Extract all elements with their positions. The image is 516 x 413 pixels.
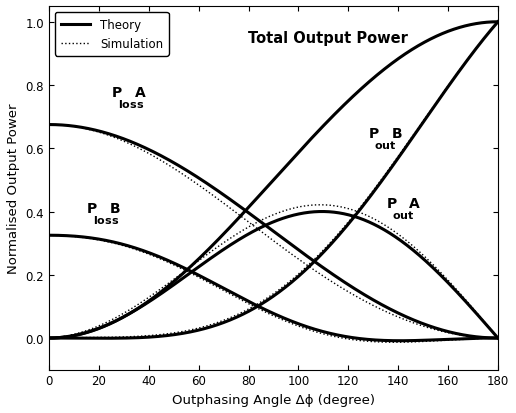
Text: $\mathbf{A}$: $\mathbf{A}$ (134, 86, 147, 100)
Legend: Theory, Simulation: Theory, Simulation (55, 13, 169, 57)
Text: $\mathbf{out}$: $\mathbf{out}$ (392, 208, 414, 220)
Text: $\mathbf{B}$: $\mathbf{B}$ (391, 127, 402, 141)
Text: $\mathbf{P}$: $\mathbf{P}$ (111, 86, 123, 100)
Text: Total Output Power: Total Output Power (248, 31, 408, 46)
Text: $\mathbf{out}$: $\mathbf{out}$ (375, 139, 397, 151)
Text: $\mathbf{P}$: $\mathbf{P}$ (385, 196, 397, 210)
Text: $\mathbf{P}$: $\mathbf{P}$ (368, 127, 380, 141)
X-axis label: Outphasing Angle Δϕ (degree): Outphasing Angle Δϕ (degree) (172, 393, 375, 406)
Y-axis label: Normalised Output Power: Normalised Output Power (7, 103, 20, 273)
Text: $\mathbf{loss}$: $\mathbf{loss}$ (93, 213, 119, 225)
Text: $\mathbf{A}$: $\mathbf{A}$ (408, 196, 421, 210)
Text: $\mathbf{B}$: $\mathbf{B}$ (109, 201, 120, 215)
Text: $\mathbf{loss}$: $\mathbf{loss}$ (118, 98, 144, 110)
Text: $\mathbf{P}$: $\mathbf{P}$ (86, 201, 98, 215)
